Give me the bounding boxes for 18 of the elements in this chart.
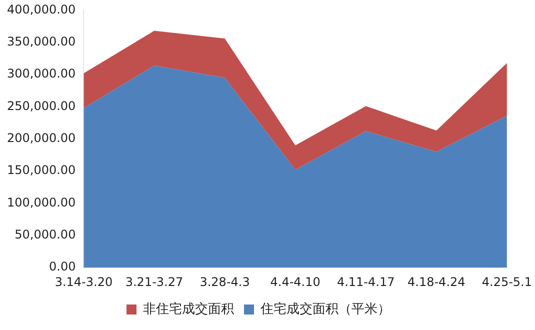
y-tick-label: 50,000.00 xyxy=(14,228,76,242)
x-tick-label: 4.11-4.17 xyxy=(336,274,395,289)
x-tick-label: 4.4-4.10 xyxy=(270,274,320,289)
y-tick-label: 100,000.00 xyxy=(6,195,76,210)
y-tick-label: 300,000.00 xyxy=(6,66,76,81)
x-tick-label: 3.14-3.20 xyxy=(54,274,113,289)
y-tick-label: 0.00 xyxy=(48,260,76,274)
legend-label: 非住宅成交面积 xyxy=(143,300,234,317)
x-tick-label: 4.18-4.24 xyxy=(408,274,466,289)
y-tick-label: 250,000.00 xyxy=(6,98,76,113)
legend-label: 住宅成交面积（平米） xyxy=(260,300,390,317)
y-tick-label: 200,000.00 xyxy=(6,131,76,146)
x-tick-label: 3.28-4.3 xyxy=(200,274,250,289)
y-tick-label: 350,000.00 xyxy=(6,34,76,48)
x-tick-label: 4.25-5.1 xyxy=(482,274,532,289)
y-tick-label: 400,000.00 xyxy=(6,2,76,16)
x-tick-label: 3.21-3.27 xyxy=(125,274,184,289)
y-tick-label: 150,000.00 xyxy=(6,163,76,178)
